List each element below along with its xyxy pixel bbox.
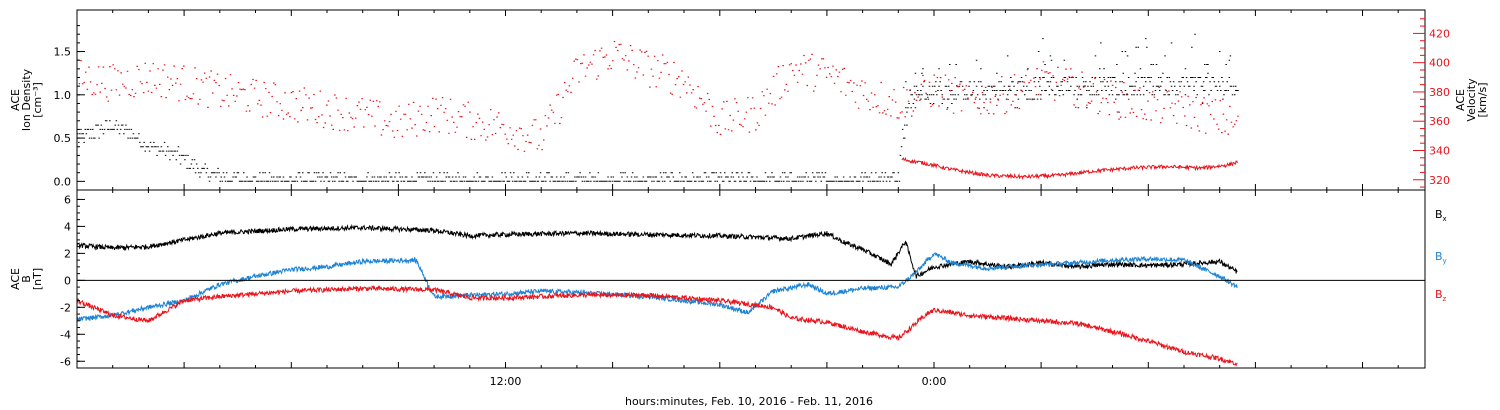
y-bottom-tick-label: -2: [60, 301, 71, 314]
y-bottom-tick-label: 2: [64, 247, 71, 260]
x-tick-label: 0:00: [922, 375, 947, 388]
x-ticks-top: [76, 10, 1399, 190]
y-right-tick-label: 380: [1429, 86, 1450, 99]
axes-layer: 12:00 0:00 hours:minutes, Feb. 10, 2016 - …: [9, 9, 1489, 408]
y-left-tick-label: 0.0: [54, 175, 72, 188]
legend-entry: Bz: [1435, 288, 1447, 303]
legend-entry: By: [1435, 250, 1447, 265]
x-tick-label: 12:00: [490, 375, 522, 388]
b-axis-title-line: [nT]: [31, 268, 44, 290]
velocity-series: [77, 40, 1239, 152]
y-bottom-tick-label: 0: [64, 274, 71, 287]
b-series-bx: [76, 223, 1238, 279]
b-series-by: [76, 252, 1238, 322]
y-bottom-tick-label: -4: [60, 328, 71, 341]
b-axis-title-line: B: [20, 275, 33, 283]
y-left-tick-label: 1.5: [54, 46, 72, 59]
y-bottom-tick-label: -6: [60, 355, 71, 368]
b-axis-title-line: ACE: [9, 268, 22, 290]
marks-layer: [76, 33, 1239, 367]
b-series-bz: [76, 285, 1238, 367]
bottom-panel-frame: [76, 189, 1426, 369]
velocity-axis-title-line: [km/s]: [1476, 82, 1489, 117]
velocity-axis-title-line: ACE: [1454, 89, 1467, 111]
y-right-tick-label: 420: [1429, 27, 1450, 40]
density-axis-title-line: ACE: [9, 89, 22, 111]
y-bottom-tick-label: 4: [64, 220, 71, 233]
top-panel-frame: [76, 9, 1426, 191]
velocity-trace: [901, 156, 1238, 181]
y-right-tick-label: 320: [1429, 174, 1450, 187]
density-axis-title-line: [cm⁻³]: [31, 82, 44, 118]
y-bottom-tick-label: 6: [64, 193, 71, 206]
legend-entry: Bx: [1435, 208, 1447, 223]
velocity-axis-title-line: Velocity: [1465, 78, 1478, 122]
y-left-tick-label: 1.0: [54, 89, 72, 102]
ion-density-series: [77, 33, 1239, 182]
y-right-tick-label: 340: [1429, 144, 1450, 157]
y-right-tick-label: 360: [1429, 115, 1450, 128]
y-left-tick-label: 0.5: [54, 132, 72, 145]
y-right-tick-label: 400: [1429, 57, 1450, 70]
x-ticks-bottom: [76, 190, 1399, 368]
x-axis-title: hours:minutes, Feb. 10, 2016 - Feb. 11, …: [625, 395, 873, 408]
density-axis-title-line: Ion Density: [20, 68, 33, 131]
